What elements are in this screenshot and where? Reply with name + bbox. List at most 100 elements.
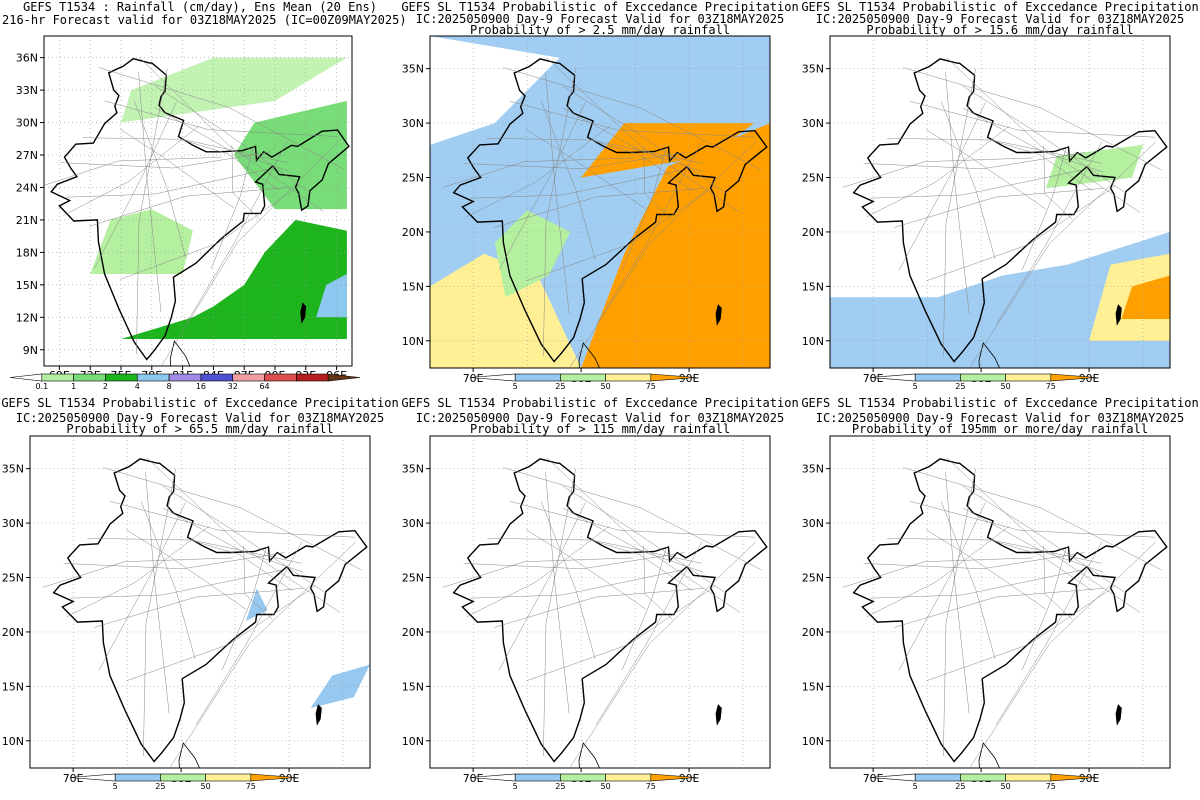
district-boundary — [545, 71, 570, 314]
india-outline — [50, 57, 350, 361]
district-boundary — [940, 101, 996, 260]
colorbar-swatch — [605, 373, 652, 382]
y-tick-label: 10N — [802, 335, 824, 348]
panel-title-line-3: Probability of > 15.6 mm/day rainfall — [866, 23, 1134, 37]
district-boundary — [125, 529, 247, 610]
district-boundary — [498, 502, 586, 671]
district-boundary — [98, 67, 344, 170]
district-boundary — [995, 541, 1103, 725]
colorbar-swatch — [200, 373, 234, 382]
district-boundary — [469, 169, 683, 199]
andaman-islands — [300, 302, 307, 324]
district-boundary — [466, 126, 610, 217]
panel-title-line-1: GEFS SL T1534 Probabilistic of Exccedanc… — [801, 0, 1199, 14]
colorbar-label: 0.1 — [35, 382, 48, 391]
colorbar-swatch — [327, 373, 361, 382]
rainfall-shading — [430, 36, 560, 145]
panel-title-line-3: Probability of > 115 mm/day rainfall — [469, 422, 731, 436]
india-outline — [852, 58, 1168, 363]
map-figure: 70E80E90E35N30N25N20N15N10N5255075 — [402, 35, 771, 391]
y-tick-label: 9N — [23, 344, 38, 357]
district-boundary — [643, 545, 674, 621]
district-boundary — [1021, 546, 1067, 671]
y-tick-label: 24N — [16, 181, 38, 194]
colorbar-label: 25 — [555, 382, 565, 391]
colorbar-label: 50 — [601, 382, 611, 391]
sri-lanka-outline — [978, 342, 1000, 368]
y-tick-label: 15N — [2, 680, 24, 693]
district-boundary — [970, 541, 1157, 768]
y-tick-label: 20N — [802, 226, 824, 239]
district-boundary — [195, 541, 303, 725]
district-boundary — [909, 101, 1155, 138]
y-tick-label: 20N — [402, 626, 424, 639]
district-boundary — [66, 168, 269, 198]
map-figure: 70E80E90E35N30N25N20N15N10N5255075 — [802, 35, 1171, 391]
district-boundary — [1043, 545, 1074, 621]
district-boundary — [139, 57, 324, 212]
district-boundary — [109, 501, 355, 538]
district-boundary — [145, 471, 170, 714]
colorbar-label: 5 — [913, 782, 918, 791]
colorbar-swatch — [560, 373, 606, 382]
district-boundary — [946, 457, 1140, 613]
district-boundary — [866, 526, 1010, 617]
district-boundary — [525, 129, 647, 210]
panel-title-line-3: Probability of 195mm or more/day rainfal… — [851, 422, 1149, 436]
x-tick-label: 70E — [63, 772, 84, 785]
district-boundary — [161, 140, 339, 366]
district-boundary — [119, 185, 300, 280]
colorbar: 5 25 50 75 — [869, 773, 1097, 791]
x-tick-label: 90E — [679, 372, 700, 385]
map-figure: 70E80E90E35N30N25N20N15N10N5255075 — [2, 435, 371, 791]
map-frame — [829, 35, 1171, 369]
district-boundary — [562, 85, 727, 195]
map-background — [830, 436, 1170, 768]
map-figure: 70E80E90E35N30N25N20N15N10N5255075 — [402, 435, 771, 791]
colorbar-swatch — [114, 773, 161, 782]
district-boundary — [926, 185, 1116, 282]
district-boundary — [442, 157, 633, 188]
rainfall-shading — [316, 274, 347, 318]
colorbar-label: 75 — [646, 382, 656, 391]
colorbar-swatch — [514, 373, 561, 382]
district-boundary — [243, 545, 274, 621]
colorbar-label: 50 — [601, 782, 611, 791]
map-frame — [43, 35, 353, 367]
colorbar-swatch — [73, 373, 106, 382]
andaman-islands — [715, 704, 722, 726]
district-boundary — [191, 540, 293, 591]
colorbar-label: 50 — [201, 782, 211, 791]
rainfall-shading — [581, 123, 754, 178]
colorbar-swatch — [136, 373, 170, 382]
y-tick-label: 30N — [802, 117, 824, 130]
district-boundary — [943, 68, 976, 357]
district-boundary — [866, 126, 1010, 217]
district-boundary — [466, 526, 610, 617]
map-area — [830, 436, 1170, 768]
y-tick-label: 35N — [2, 463, 24, 476]
district-boundary — [134, 100, 186, 258]
y-tick-label: 25N — [402, 572, 424, 585]
district-boundary — [925, 529, 1047, 610]
rainfall-shading — [830, 231, 1170, 368]
district-boundary — [136, 68, 168, 355]
rainfall-shading — [494, 210, 571, 298]
district-boundary — [545, 471, 570, 714]
district-boundary — [940, 501, 996, 660]
rainfall-shading — [233, 100, 347, 210]
panel-title-line-1: GEFS SL T1534 Probabilistic of Exccedanc… — [401, 396, 799, 410]
district-boundary — [69, 569, 283, 599]
district-boundary — [1021, 146, 1067, 271]
panel-title-line-2: IC:2025050900 Day-9 Forecast Valid for 0… — [15, 411, 385, 425]
rainfall-shading — [121, 219, 347, 339]
colorbar-swatch — [605, 773, 652, 782]
colorbar-swatch — [205, 773, 252, 782]
y-tick-label: 30N — [16, 117, 38, 130]
district-boundary — [595, 541, 703, 725]
district-boundary — [66, 526, 210, 617]
map-area — [430, 36, 770, 368]
panel-title-line-2: IC:2025050900 Day-9 Forecast Valid for 0… — [415, 12, 785, 26]
panel-prob-2p5mm: GEFS SL T1534 Probabilistic of Exccedanc… — [400, 0, 800, 400]
colorbar-swatch — [1005, 773, 1052, 782]
